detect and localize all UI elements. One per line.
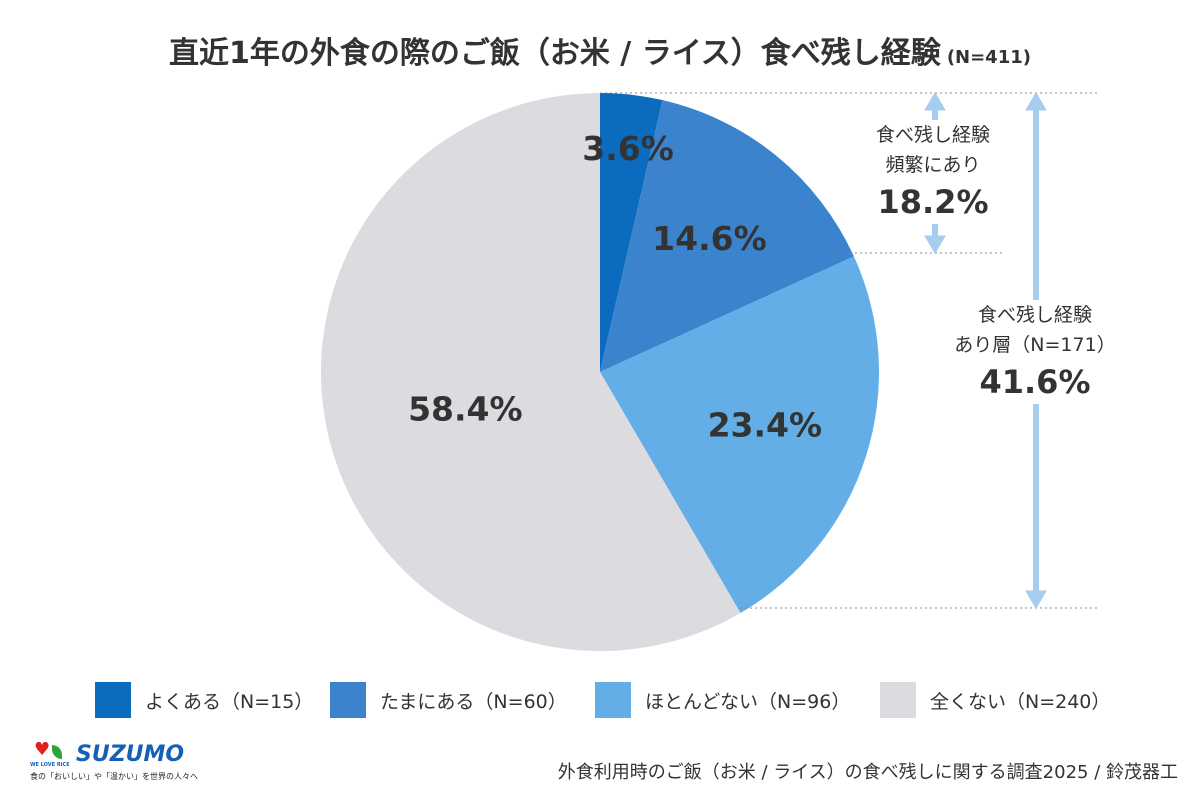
annotation-line1: 食べ残し経験 [977,304,1092,326]
legend-swatch [330,682,366,718]
slice-label: 14.6% [652,219,767,258]
slice-label: 3.6% [582,129,674,168]
source-note: 外食利用時のご飯（お米 / ライス）の食べ残しに関する調査2025 / 鈴茂器工 [557,762,1178,783]
legend-label: ほとんどない（N=96） [645,690,851,713]
legend-item: よくある（N=15） [95,682,313,718]
annotation-line2: あり層（N=171） [954,334,1116,356]
heart-icon: ♥ [34,739,51,760]
slice-label: 23.4% [708,405,823,444]
title-text: 直近1年の外食の際のご飯（お米 / ライス）食べ残し経験 [168,36,941,71]
annotation-value: 41.6% [979,363,1091,401]
logo-mark: ♥ WE LOVE RICE [30,739,74,769]
legend-label: たまにある（N=60） [380,690,567,713]
legend-swatch [595,682,631,718]
annotation-experienced: 食べ残し経験 あり層（N=171） 41.6% [935,300,1135,404]
annotation-line2: 頻繁にあり [885,154,981,176]
pie-slice [600,256,879,614]
annotation-frequent: 食べ残し経験 頻繁にあり 18.2% [858,120,1008,224]
pie-slice [600,100,854,373]
pie-slice [320,93,741,652]
logo-brand: SUZUMO [76,742,185,767]
logo-tagline: WE LOVE RICE [30,762,70,768]
legend-item: ほとんどない（N=96） [595,682,850,718]
chart-title: 直近1年の外食の際のご飯（お米 / ライス）食べ残し経験 (N=411) [0,28,1200,72]
legend-item: たまにある（N=60） [330,682,567,718]
slice-label: 58.4% [408,389,523,428]
legend-label: 全くない（N=240） [930,690,1111,713]
title-sample-size: (N=411) [946,47,1031,68]
leaf-icon [52,745,62,759]
legend-swatch [95,682,131,718]
legend-label: よくある（N=15） [145,690,314,713]
suzumo-logo: ♥ WE LOVE RICE SUZUMO 食の「おいしい」や「温かい」を世界の… [30,739,230,792]
annotation-line1: 食べ残し経験 [875,124,990,146]
annotation-value: 18.2% [877,183,989,221]
pie-slice [600,93,663,372]
logo-subtitle: 食の「おいしい」や「温かい」を世界の人々へ [30,772,198,781]
legend-swatch [880,682,916,718]
legend-item: 全くない（N=240） [880,682,1110,718]
